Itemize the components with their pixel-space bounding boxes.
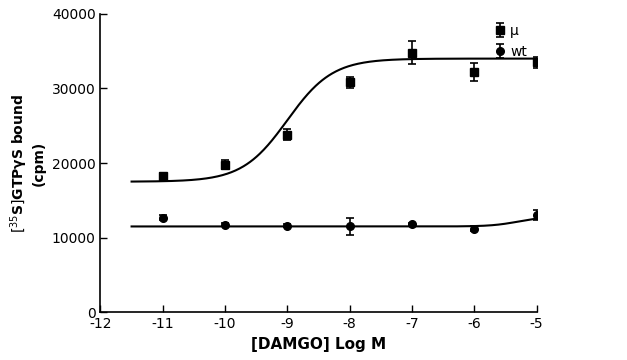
X-axis label: [DAMGO] Log M: [DAMGO] Log M — [251, 337, 386, 352]
Y-axis label: $[^{35}$S$]$GTP$\mathregular{\gamma}$S bound
(cpm): $[^{35}$S$]$GTP$\mathregular{\gamma}$S b… — [8, 94, 46, 233]
Legend: μ, wt: μ, wt — [493, 21, 530, 61]
